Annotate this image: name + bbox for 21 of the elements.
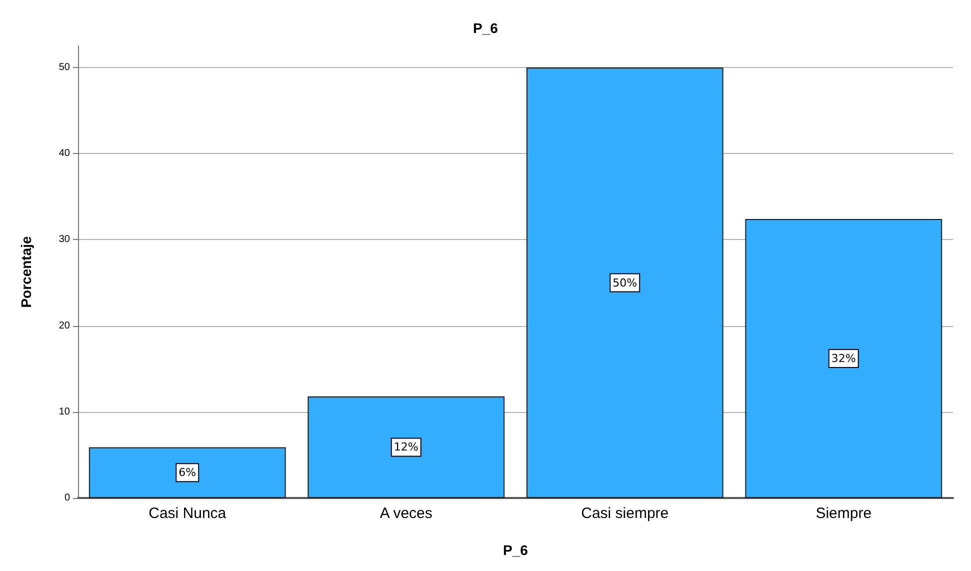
x-tick-label: Siempre <box>816 505 872 522</box>
y-axis-title: Porcentaje <box>18 236 34 308</box>
x-tick-label: A veces <box>380 505 432 522</box>
x-tick-label: Casi Nunca <box>148 505 227 522</box>
y-tick-label: 50 <box>58 62 70 74</box>
bar <box>88 447 286 498</box>
data-label: 32% <box>831 352 856 366</box>
y-tick-label: 40 <box>58 148 70 160</box>
bar <box>308 396 505 498</box>
y-tick-label: 20 <box>58 320 70 332</box>
y-tick-label: 10 <box>58 406 70 418</box>
data-label: 50% <box>612 276 638 290</box>
x-axis-title: P_6 <box>503 542 528 558</box>
chart-title: P_6 <box>473 20 498 36</box>
data-label: 12% <box>394 440 418 454</box>
bar <box>745 219 942 498</box>
y-tick-label: 30 <box>58 234 70 246</box>
x-tick-label: Casi siempre <box>581 505 669 522</box>
bar <box>526 68 724 498</box>
y-tick-label: 0 <box>64 492 70 504</box>
data-label: 6% <box>178 466 196 480</box>
